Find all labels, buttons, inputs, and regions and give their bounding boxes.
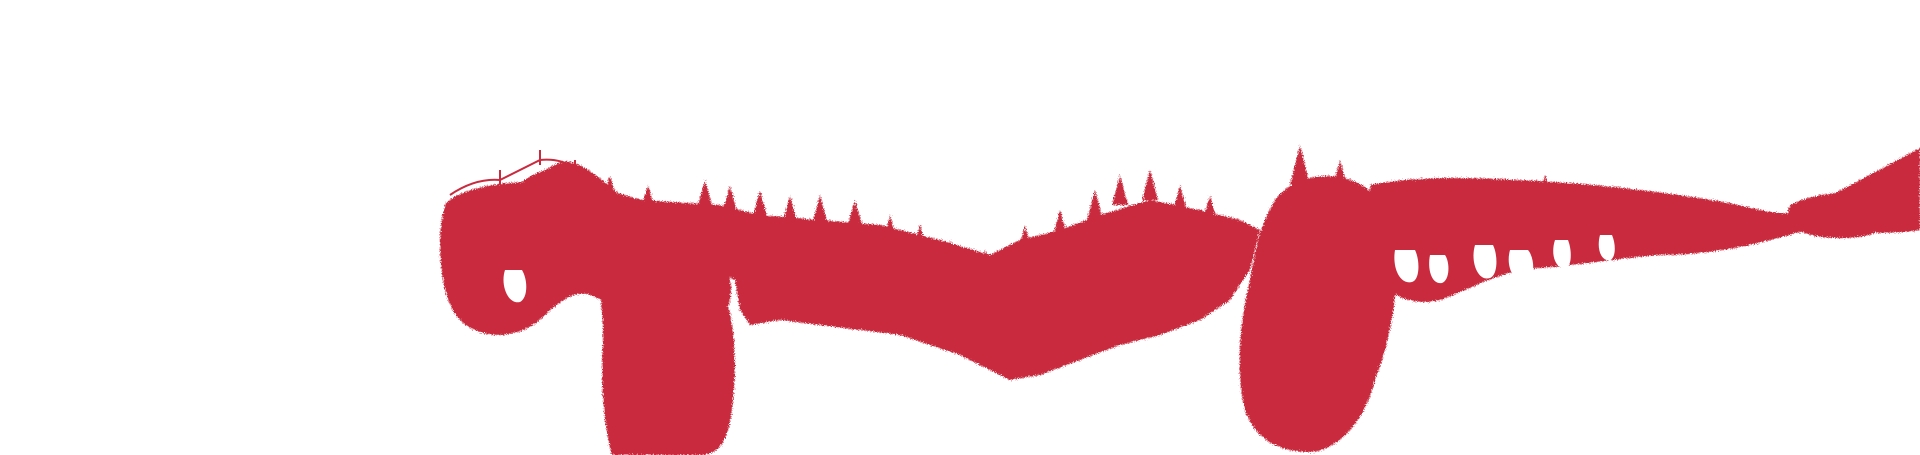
central-treeline-band — [640, 200, 1260, 380]
left-drip-column — [598, 260, 735, 455]
drip-highlights — [503, 235, 1615, 303]
tree-silhouettes — [603, 145, 1552, 278]
right-island — [1787, 193, 1884, 238]
string-lights — [449, 150, 606, 196]
right-horizontal-stroke — [1370, 148, 1920, 302]
left-hill — [500, 161, 640, 240]
right-brush-blob — [1239, 176, 1397, 453]
ink-shapes — [440, 145, 1920, 455]
